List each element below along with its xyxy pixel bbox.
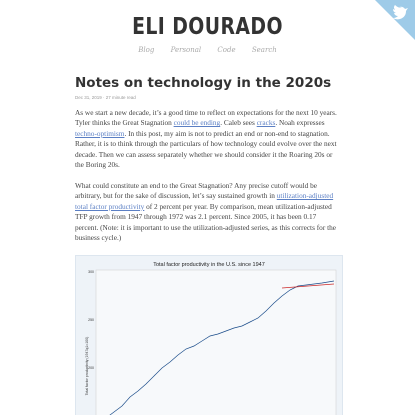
paragraph: As we start a new decade, it’s a good ti… <box>75 108 341 170</box>
y-tick-label: 250 <box>88 318 94 322</box>
link[interactable]: techno-optimism <box>75 128 125 138</box>
figure: Total factor productivity in the U.S. si… <box>75 255 343 415</box>
text: As we start a new decade, it’s a good ti… <box>75 108 337 128</box>
text: . Noah expresses <box>275 118 325 128</box>
link[interactable]: could be ending <box>173 118 221 128</box>
twitter-corner[interactable] <box>375 0 415 40</box>
nav-link[interactable]: Code <box>217 46 236 54</box>
text: What could constitute an end to the Grea… <box>75 181 318 201</box>
y-tick-label: 200 <box>88 366 94 370</box>
article-meta: Dec 31, 2019 · 27 minute read <box>75 95 136 100</box>
plot-area <box>95 269 337 415</box>
figure-title: Total factor productivity in the U.S. si… <box>153 262 265 268</box>
link[interactable]: cracks <box>256 118 276 128</box>
text: of 2 percent per year. By comparison, me… <box>75 201 336 243</box>
site-title[interactable]: ELI DOURADO <box>132 14 283 40</box>
nav-link[interactable]: Personal <box>170 46 202 54</box>
nav-link[interactable]: Search <box>251 46 277 54</box>
text: . In this post, my aim is not to predict… <box>75 128 337 170</box>
text: . Caleb sees <box>220 118 257 128</box>
y-axis-label: Total factor productivity (1947q1=100) <box>85 337 89 396</box>
nav: Blog Personal Code Search <box>0 46 415 54</box>
paragraph: What could constitute an end to the Grea… <box>75 181 341 243</box>
article-title: Notes on technology in the 2020s <box>75 75 332 91</box>
trend-line <box>281 283 335 289</box>
link[interactable]: utilization-adjusted total factor produc… <box>75 191 334 211</box>
tfp-line <box>109 280 335 415</box>
figure-image: Total factor productivity in the U.S. si… <box>85 262 337 415</box>
nav-link[interactable]: Blog <box>138 46 155 54</box>
y-tick-label: 300 <box>88 270 94 274</box>
